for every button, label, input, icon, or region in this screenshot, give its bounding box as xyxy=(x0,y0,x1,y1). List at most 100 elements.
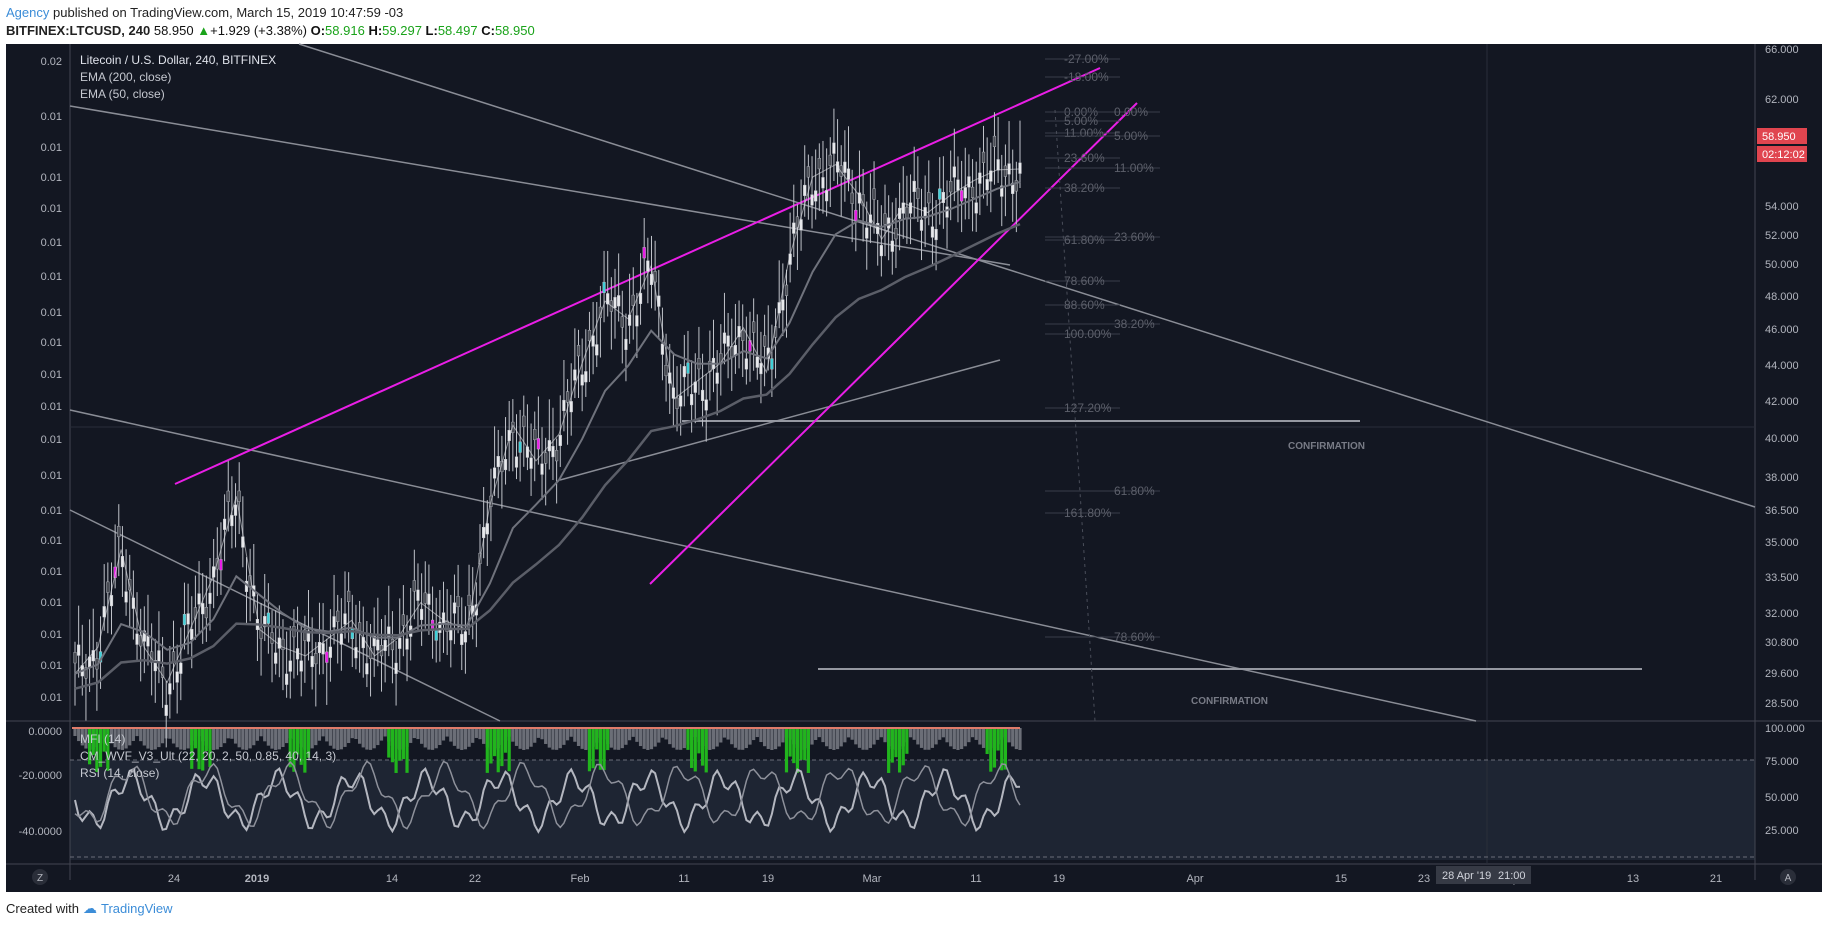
mfi-bar xyxy=(456,728,460,749)
candle-body xyxy=(565,391,570,403)
candle-body xyxy=(828,154,832,166)
wvf-bar xyxy=(500,728,504,767)
mfi-bar xyxy=(263,728,267,742)
candle-body xyxy=(438,621,442,633)
price-axis-tick: 48.000 xyxy=(1765,291,1799,303)
mfi-bar xyxy=(912,728,916,740)
price-badge-value: 58.950 xyxy=(1762,131,1796,143)
fib-level-label: 161.80% xyxy=(1064,506,1112,520)
fib-level-label: 23.60% xyxy=(1064,151,1105,165)
candle-body xyxy=(843,161,847,173)
time-axis-tick: Apr xyxy=(1186,873,1203,885)
left-axis-tick: 0.01 xyxy=(41,401,62,413)
mfi-bar xyxy=(562,728,566,745)
candle-body xyxy=(263,616,267,628)
mfi-bar xyxy=(463,728,468,750)
wvf-bar xyxy=(106,728,110,771)
fib-level-label: 38.20% xyxy=(1064,181,1105,195)
wvf-bar xyxy=(98,728,103,767)
candle-body xyxy=(109,595,114,607)
candle-body xyxy=(682,366,686,378)
mfi-bar xyxy=(613,728,617,750)
mfi-bar xyxy=(317,728,322,741)
mfi-bar xyxy=(372,728,376,749)
mfi-bar xyxy=(682,728,686,749)
wvf-bar xyxy=(606,728,610,751)
fib-level-label: 100.00% xyxy=(1064,327,1112,341)
mfi-bar xyxy=(514,728,519,746)
mfi-bar xyxy=(679,728,683,750)
mfi-bar xyxy=(638,728,643,747)
candle-body xyxy=(179,662,183,674)
fib-level-label: 61.80% xyxy=(1064,233,1105,247)
candle-body xyxy=(930,226,935,238)
candle-body xyxy=(496,456,500,468)
mfi-bar xyxy=(270,728,274,749)
mfi-bar xyxy=(781,728,785,743)
candle-body xyxy=(606,293,610,305)
legend-ema50: EMA (50, close) xyxy=(80,87,165,101)
wvf-bar xyxy=(788,728,792,757)
mfi-bar xyxy=(978,728,982,745)
mfi-bar xyxy=(624,728,628,745)
fib-level-label: 61.80% xyxy=(1114,484,1155,498)
price-axis-tick: 40.000 xyxy=(1765,433,1799,445)
tradingview-link[interactable]: TradingView xyxy=(100,901,173,916)
candle-body xyxy=(883,213,887,225)
mfi-bar xyxy=(876,728,880,740)
time-axis-tick: Feb xyxy=(571,873,590,885)
candle-body xyxy=(544,452,548,464)
candle-body xyxy=(219,559,223,571)
wvf-bar xyxy=(204,728,208,752)
candle-body xyxy=(274,652,278,664)
candle-body xyxy=(423,592,427,604)
wvf-bar xyxy=(405,728,409,773)
candle-body xyxy=(810,194,814,206)
mfi-bar xyxy=(810,728,814,745)
candle-body xyxy=(846,168,851,180)
candle-body xyxy=(212,566,216,578)
left-axis-tick: 0.01 xyxy=(41,505,62,517)
time-axis-tick: 14 xyxy=(386,873,398,885)
mfi-bar xyxy=(150,728,154,750)
close-label: C: xyxy=(481,23,495,38)
time-axis-tick: 23 xyxy=(1418,873,1430,885)
price-axis-tick: 32.000 xyxy=(1765,608,1799,620)
price-axis-tick: 28.500 xyxy=(1765,698,1799,710)
publish-info: published on TradingView.com, March 15, … xyxy=(53,5,404,20)
candle-body xyxy=(507,429,511,442)
mfi-bar xyxy=(1018,728,1022,750)
candle-body xyxy=(879,245,883,257)
candle-body xyxy=(770,358,774,370)
mfi-bar xyxy=(233,728,238,744)
candle-body xyxy=(970,186,975,198)
mfi-bar xyxy=(266,728,270,746)
candle-body xyxy=(434,629,438,641)
candle-body xyxy=(792,222,796,234)
mfi-bar xyxy=(434,728,438,749)
wvf-bar xyxy=(996,728,1000,751)
wvf-bar xyxy=(288,728,292,768)
mfi-bar xyxy=(438,728,442,746)
candle-body xyxy=(1018,162,1022,174)
mfi-bar xyxy=(310,728,314,749)
mfi-bar xyxy=(135,728,139,737)
confirmation-label: CONFIRMATION xyxy=(1288,441,1365,452)
symbol-label: BITFINEX:LTCUSD, 240 xyxy=(6,23,151,38)
candle-body xyxy=(168,683,172,695)
mfi-bar xyxy=(237,728,241,748)
wvf-bar xyxy=(806,728,810,773)
mfi-bar xyxy=(730,728,734,745)
candle-body xyxy=(190,628,194,641)
candle-body xyxy=(894,228,898,240)
wvf-bar xyxy=(992,728,997,768)
price-axis-tick: 44.000 xyxy=(1765,360,1799,372)
candle-body xyxy=(908,202,913,214)
mfi-bar xyxy=(80,728,84,746)
mfi-bar xyxy=(766,728,770,749)
candle-body xyxy=(441,612,446,624)
publish-line: Agency published on TradingView.com, Mar… xyxy=(6,4,1822,22)
author-link[interactable]: Agency xyxy=(6,5,50,20)
candle-body xyxy=(551,446,555,458)
